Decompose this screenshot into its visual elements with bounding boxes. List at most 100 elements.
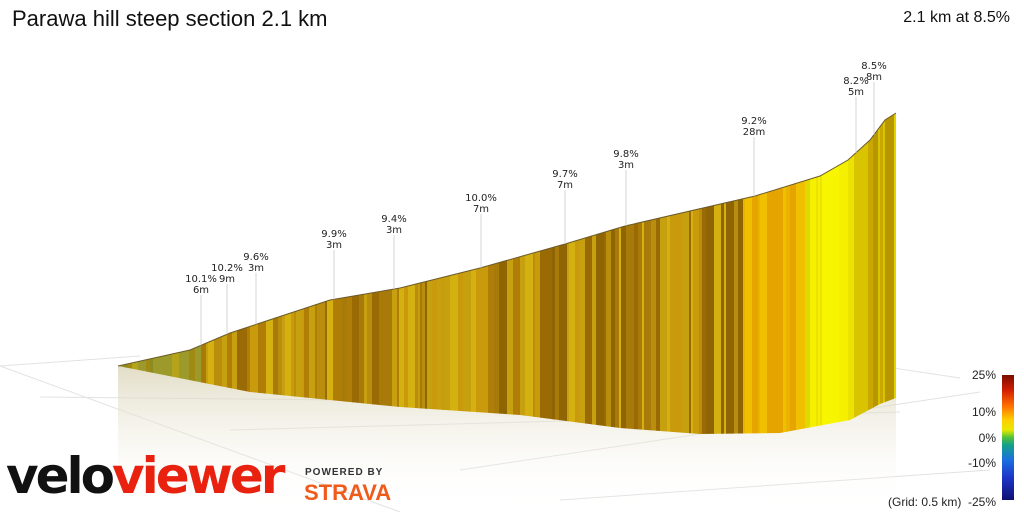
annotation-length: 9m [219, 274, 235, 285]
gradient-stripe [752, 113, 759, 434]
annotation-length: 5m [848, 87, 864, 98]
annotation-gradient: 8.5% [861, 61, 886, 72]
gradient-stripe [437, 113, 443, 434]
gradient-stripe [585, 113, 593, 434]
gradient-annotations: 10.1%6m10.2%9m9.6%3m9.9%3m9.4%3m10.0%7m9… [185, 61, 887, 346]
veloviewer-logo: veloviewer [6, 447, 285, 505]
annotation-length: 3m [248, 263, 264, 274]
annotation-gradient: 9.2% [741, 116, 766, 127]
gradient-stripe [513, 113, 521, 434]
gradient-stripe [611, 113, 616, 434]
gradient-stripe [399, 113, 405, 434]
gradient-stripe [494, 113, 500, 434]
gradient-stripe [871, 113, 874, 434]
gradient-stripe [734, 113, 739, 434]
page-title: Parawa hill steep section 2.1 km [12, 6, 328, 31]
gradient-stripe [619, 113, 622, 434]
annotation-length: 3m [386, 225, 402, 236]
gradient-stripe [634, 113, 639, 434]
gradient-stripe [726, 113, 735, 434]
gradient-stripe [592, 113, 597, 434]
gradient-stripe [801, 113, 806, 434]
gradient-stripe [848, 113, 855, 434]
gradient-stripe [862, 113, 869, 434]
gradient-stripe [702, 113, 707, 434]
gradient-stripe [450, 113, 459, 434]
gradient-stripe [691, 113, 694, 434]
gradient-stripe [575, 113, 580, 434]
gradient-stripe [463, 113, 472, 434]
gradient-stripe [327, 113, 334, 434]
gradient-stripe [535, 113, 541, 434]
gradient-stripe [689, 113, 692, 434]
gradient-stripe [644, 113, 652, 434]
gradient-stripe [552, 113, 556, 434]
gradient-stripe [285, 113, 292, 434]
annotation-length: 28m [743, 127, 765, 138]
gradient-stripe [388, 113, 393, 434]
gradient-stripe [883, 113, 886, 434]
gradient-stripe [651, 113, 657, 434]
gradient-stripe [656, 113, 661, 434]
gradient-stripe [878, 113, 881, 434]
gradient-stripe [760, 113, 768, 434]
gradient-stripe [721, 113, 725, 434]
annotation-length: 8m [866, 72, 882, 83]
gradient-stripe [873, 113, 879, 434]
profile-top-edge [117, 112, 897, 367]
annotation-length: 3m [326, 240, 342, 251]
gradient-stripe [606, 113, 612, 434]
gradient-stripe [745, 113, 753, 434]
gradient-stripe [724, 113, 727, 434]
gradient-stripe [488, 113, 495, 434]
gradient-stripe [714, 113, 722, 434]
gradient-stripe [880, 113, 884, 434]
colour-scale-label: -25% [967, 495, 996, 509]
gradient-stripe [483, 113, 489, 434]
gradient-stripe [372, 113, 380, 434]
gradient-stripe [790, 113, 797, 434]
gradient-stripe [555, 113, 560, 434]
gradient-stripe [273, 113, 279, 434]
annotation-gradient: 9.8% [613, 149, 638, 160]
annotation-gradient: 9.4% [381, 214, 406, 225]
gradient-stripe [839, 113, 845, 434]
gradient-stripe [775, 113, 784, 434]
gradient-stripe [408, 113, 416, 434]
gradient-stripe [304, 113, 310, 434]
grid-size-note: (Grid: 0.5 km) [888, 495, 962, 509]
gradient-stripe [693, 113, 700, 434]
gradient-stripe [738, 113, 744, 434]
gradient-stripe [559, 113, 568, 434]
gradient-stripe [706, 113, 715, 434]
colour-scale-label: -10% [967, 456, 996, 470]
gradient-stripe [533, 113, 536, 434]
gradient-colour-scale [1002, 375, 1014, 500]
gradient-stripe [317, 113, 326, 434]
gradient-stripe [359, 113, 365, 434]
gradient-stripe [758, 113, 761, 434]
gradient-stripe [540, 113, 547, 434]
gradient-stripe [579, 113, 586, 434]
gradient-stripe [546, 113, 553, 434]
gradient-stripe [743, 113, 746, 434]
strava-logo: STRAVA [304, 480, 392, 505]
gradient-stripe [615, 113, 620, 434]
gradient-stripe [660, 113, 668, 434]
colour-scale-label: 10% [971, 405, 996, 419]
gradient-stripe [796, 113, 802, 434]
gradient-stripe [382, 113, 389, 434]
gradient-stripe [499, 113, 508, 434]
annotation-gradient: 9.9% [321, 229, 346, 240]
gradient-stripe [642, 113, 645, 434]
gradient-stripe [404, 113, 409, 434]
gradient-stripe [767, 113, 776, 434]
gradient-stripe [296, 113, 303, 434]
gradient-stripe [678, 113, 683, 434]
gradient-stripe [471, 113, 477, 434]
gradient-stripe [520, 113, 526, 434]
annotation-length: 7m [473, 204, 489, 215]
gradient-stripe [525, 113, 534, 434]
gradient-stripe [822, 113, 829, 434]
